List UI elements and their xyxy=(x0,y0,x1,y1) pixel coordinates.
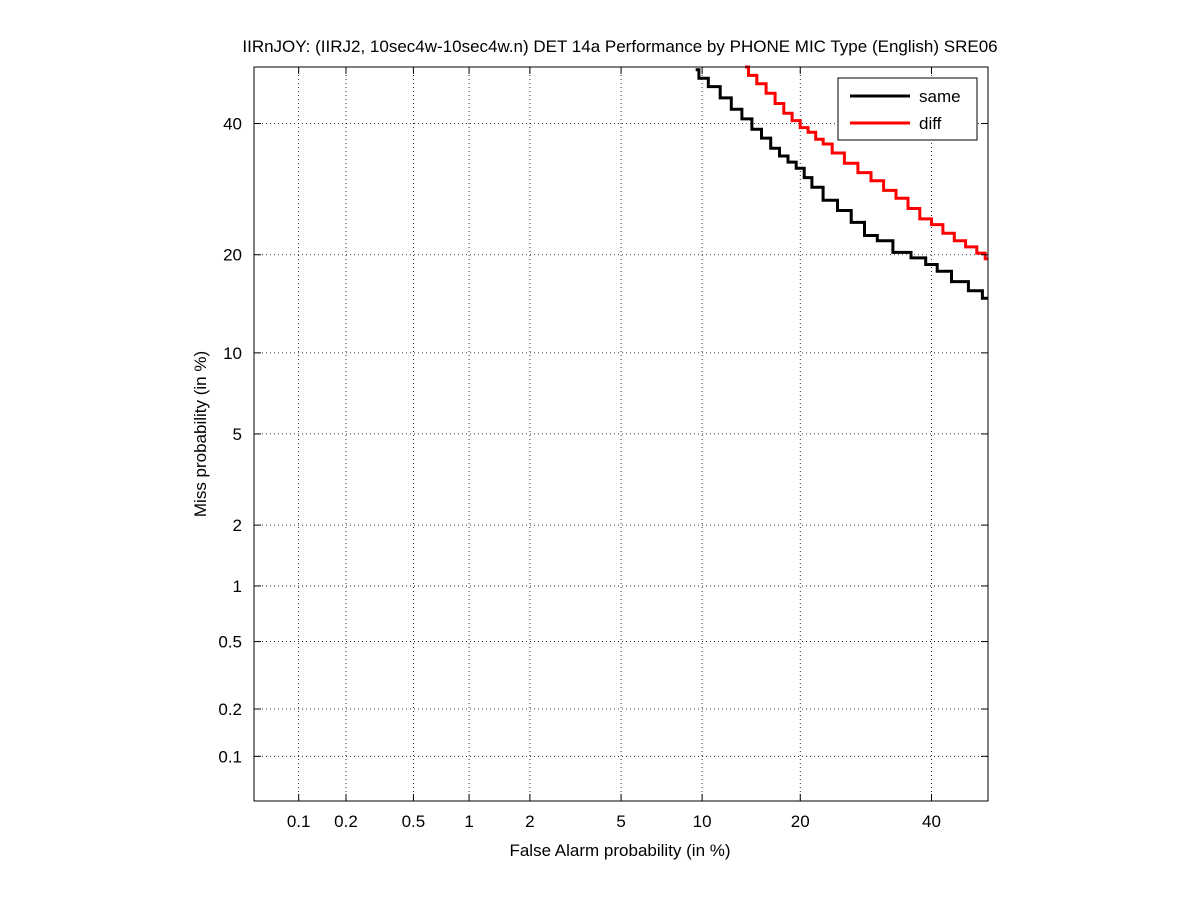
y-tick-label: 2 xyxy=(233,516,242,535)
tick-marks xyxy=(254,67,988,801)
x-tick-label: 1 xyxy=(464,812,473,831)
x-axis-label: False Alarm probability (in %) xyxy=(509,841,730,860)
y-tick-label: 10 xyxy=(223,344,242,363)
y-axis-label: Miss probability (in %) xyxy=(191,351,210,517)
x-tick-label: 5 xyxy=(616,812,625,831)
x-tick-label: 10 xyxy=(693,812,712,831)
x-tick-label: 0.5 xyxy=(402,812,426,831)
x-tick-label: 0.1 xyxy=(287,812,311,831)
y-tick-label: 1 xyxy=(233,577,242,596)
legend-label-same: same xyxy=(919,87,961,106)
chart-title: IIRnJOY: (IIRJ2, 10sec4w-10sec4w.n) DET … xyxy=(242,37,997,56)
tick-labels: 0.1 0.2 0.5 1 2 5 10 20 40 0.1 0.2 0.5 1 2 5 10 20 40 xyxy=(218,115,941,831)
legend: same diff xyxy=(837,77,978,141)
y-tick-label: 0.1 xyxy=(218,747,242,766)
legend-label-diff: diff xyxy=(919,114,942,133)
series-line-diff xyxy=(745,65,988,261)
x-tick-label: 2 xyxy=(525,812,534,831)
y-tick-label: 40 xyxy=(223,115,242,134)
y-tick-label: 0.2 xyxy=(218,700,242,719)
legend-box xyxy=(837,77,978,141)
series-lines xyxy=(695,65,988,300)
y-tick-label: 0.5 xyxy=(218,633,242,652)
x-tick-label: 40 xyxy=(922,812,941,831)
series-line-same xyxy=(695,68,988,300)
y-tick-label: 20 xyxy=(223,246,242,265)
y-tick-label: 5 xyxy=(233,425,242,444)
x-tick-label: 20 xyxy=(791,812,810,831)
x-tick-label: 0.2 xyxy=(334,812,358,831)
